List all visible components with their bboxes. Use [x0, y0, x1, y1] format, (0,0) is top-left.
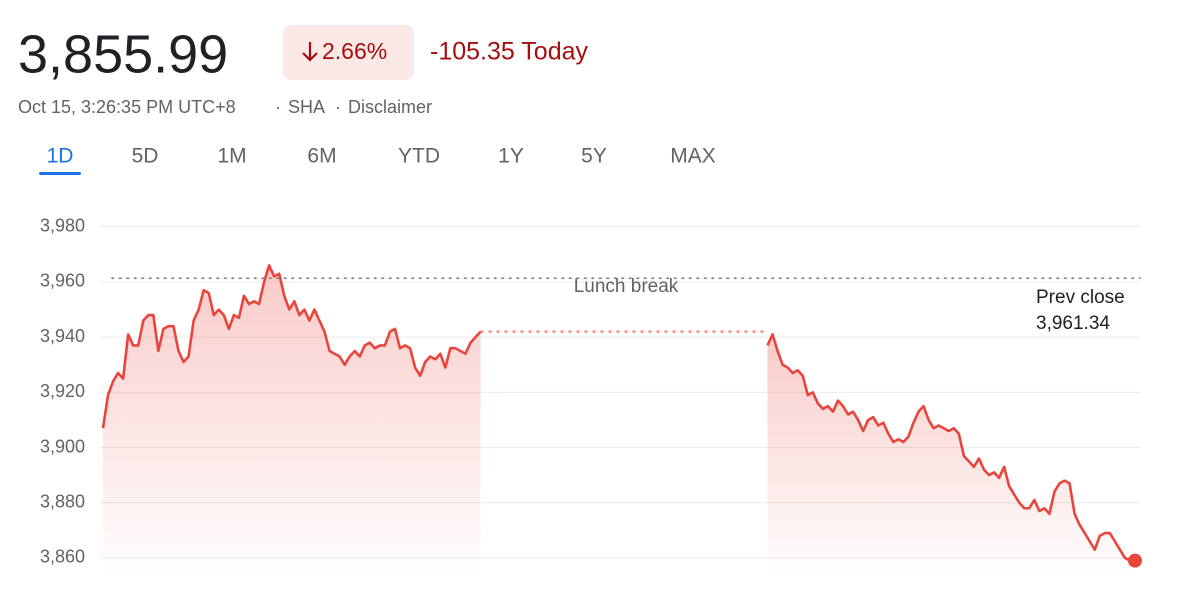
- prev-close-label: Prev close: [1036, 287, 1125, 308]
- tab[interactable]: 1D: [47, 145, 74, 168]
- tab[interactable]: YTD: [398, 145, 440, 168]
- prev-close-value: 3,961.34: [1036, 313, 1110, 334]
- y-tick-label: 3,960: [40, 271, 85, 291]
- y-tick-label: 3,980: [40, 216, 85, 236]
- separator: ·: [335, 97, 341, 117]
- price: 3,855.99: [18, 24, 228, 84]
- y-tick-label: 3,880: [40, 491, 85, 511]
- y-tick-label: 3,920: [40, 381, 85, 401]
- down-arrow: [302, 42, 318, 62]
- area: [767, 334, 1135, 580]
- y-tick-label: 3,940: [40, 326, 85, 346]
- tab[interactable]: 1M: [217, 145, 246, 168]
- last-point: [1128, 553, 1142, 568]
- y-tick-label: 3,860: [40, 547, 85, 567]
- price-line: [766, 333, 1135, 562]
- separator: ·: [275, 97, 281, 117]
- disclaimer[interactable]: Disclaimer: [348, 97, 432, 117]
- tab[interactable]: 6M: [307, 145, 336, 168]
- change-percent: 2.66%: [322, 38, 387, 64]
- change-badge: [283, 25, 414, 80]
- change-today: -105.35 Today: [430, 38, 588, 66]
- tab[interactable]: 1Y: [498, 145, 524, 168]
- tab[interactable]: 5D: [132, 145, 159, 168]
- tab[interactable]: MAX: [670, 145, 716, 168]
- price-line: [101, 264, 482, 429]
- area: [103, 265, 481, 580]
- exchange: SHA: [288, 97, 325, 117]
- tab-underline: [39, 172, 81, 175]
- tab[interactable]: 5Y: [581, 145, 607, 168]
- y-tick-label: 3,900: [40, 436, 85, 456]
- annotation: Lunch break: [574, 276, 679, 297]
- timestamp: Oct 15, 3:26:35 PM UTC+8: [18, 97, 236, 117]
